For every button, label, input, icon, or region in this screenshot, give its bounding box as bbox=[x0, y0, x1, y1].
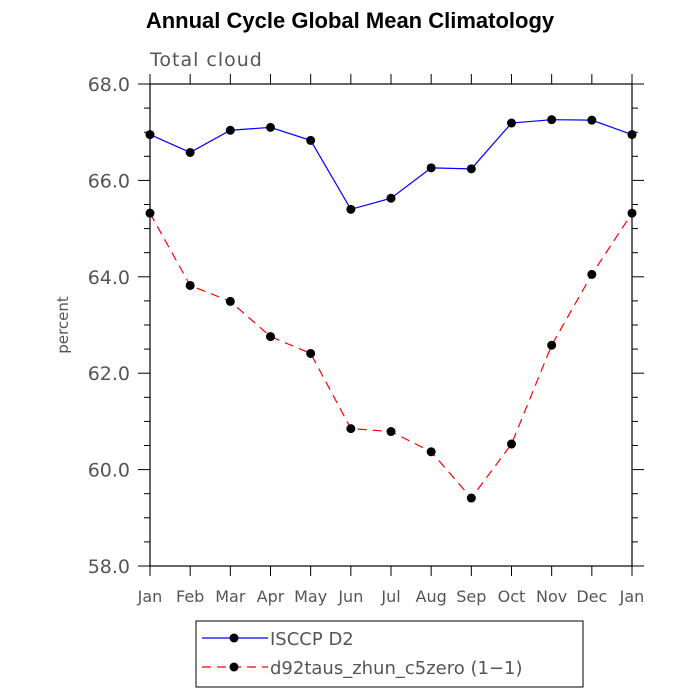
data-point bbox=[266, 122, 275, 132]
y-tick-label: 58.0 bbox=[88, 556, 130, 578]
x-tick-label: Apr bbox=[257, 587, 285, 606]
data-point bbox=[346, 204, 356, 214]
data-point bbox=[466, 164, 476, 174]
legend-marker bbox=[229, 633, 239, 643]
data-point bbox=[466, 493, 476, 503]
x-tick-label: Nov bbox=[536, 587, 567, 606]
x-tick-label: Jul bbox=[380, 587, 400, 606]
data-point bbox=[587, 115, 597, 125]
data-point bbox=[266, 332, 275, 342]
plot-frame bbox=[149, 83, 633, 567]
data-point bbox=[145, 130, 155, 140]
x-tick-label: Sep bbox=[456, 587, 486, 606]
legend-marker bbox=[229, 662, 239, 672]
legend-label: d92taus_zhun_c5zero (1−1) bbox=[270, 658, 523, 679]
chart-title: Annual Cycle Global Mean Climatology bbox=[145, 8, 555, 33]
chart-subtitle: Total cloud bbox=[150, 49, 263, 71]
x-tick-label: Jan bbox=[619, 587, 645, 606]
legend-box bbox=[195, 620, 584, 688]
data-point bbox=[426, 163, 436, 173]
data-point bbox=[547, 340, 557, 350]
data-point bbox=[547, 115, 557, 125]
x-tick-label: Oct bbox=[498, 587, 526, 606]
x-tick-label: May bbox=[294, 587, 327, 606]
data-point bbox=[386, 427, 396, 437]
y-tick-label: 66.0 bbox=[88, 170, 130, 192]
y-tick-label: 62.0 bbox=[88, 363, 130, 385]
x-tick-label: Aug bbox=[416, 587, 447, 606]
y-axis-label: percent bbox=[54, 296, 72, 354]
data-point bbox=[306, 348, 316, 358]
data-point bbox=[507, 118, 516, 128]
series-line-1 bbox=[149, 212, 633, 499]
data-point bbox=[306, 135, 316, 145]
data-point bbox=[507, 439, 516, 449]
data-point bbox=[145, 208, 155, 218]
data-point bbox=[627, 208, 637, 218]
x-tick-label: Jan bbox=[137, 587, 163, 606]
data-point bbox=[426, 447, 436, 457]
data-point bbox=[225, 296, 235, 306]
data-point bbox=[225, 125, 235, 135]
x-tick-label: Dec bbox=[576, 587, 607, 606]
x-tick-label: Feb bbox=[176, 587, 204, 606]
y-tick-label: 60.0 bbox=[88, 460, 130, 482]
data-point bbox=[587, 269, 597, 279]
y-tick-label: 64.0 bbox=[88, 267, 130, 289]
data-point bbox=[185, 280, 195, 290]
data-point bbox=[185, 147, 195, 157]
x-tick-label: Mar bbox=[215, 587, 246, 606]
legend-label: ISCCP D2 bbox=[270, 629, 354, 650]
data-point bbox=[346, 424, 356, 434]
x-tick-label: Jun bbox=[337, 587, 363, 606]
data-point bbox=[386, 193, 396, 203]
data-point bbox=[627, 130, 637, 140]
y-tick-label: 68.0 bbox=[88, 74, 130, 96]
